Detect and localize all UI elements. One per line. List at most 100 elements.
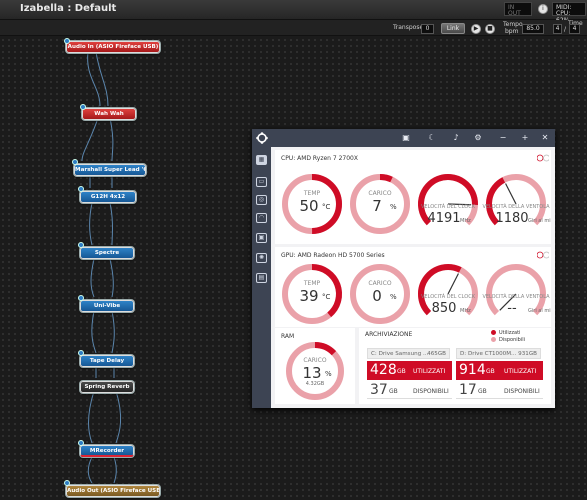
tempo-field[interactable]: 85.0 bbox=[522, 24, 544, 34]
node-pin[interactable] bbox=[72, 159, 78, 165]
drive-used: 914 GB UTILIZZATI bbox=[456, 361, 543, 380]
sidebar-speedometer-icon[interactable]: ◠ bbox=[256, 213, 267, 223]
dial-track bbox=[486, 264, 546, 316]
legend-used: Utilizzati bbox=[491, 330, 520, 336]
wire bbox=[115, 390, 122, 444]
dial-unit: MHz bbox=[460, 218, 471, 224]
wires bbox=[81, 51, 122, 484]
time-denominator[interactable]: 4 bbox=[569, 24, 580, 34]
cpu-info-icons bbox=[537, 154, 549, 162]
node-pin[interactable] bbox=[78, 242, 84, 248]
node-g12h-4x12[interactable]: G12H 4x12 bbox=[80, 191, 136, 203]
dial-fill bbox=[418, 264, 462, 316]
dial-fill bbox=[418, 174, 478, 226]
camera-icon[interactable]: ▣ bbox=[402, 133, 410, 142]
node-spring-reverb[interactable]: Spring Reverb bbox=[80, 381, 134, 393]
node-uni-vibe[interactable]: Uni-Vibe bbox=[80, 300, 134, 312]
dial-label: VELOCITÀ DEL CLOCK bbox=[421, 203, 476, 210]
close-icon[interactable]: ✕ bbox=[541, 133, 549, 142]
stop-icon[interactable]: ■ bbox=[485, 24, 495, 34]
bpm-label: bpm bbox=[505, 28, 519, 35]
wire bbox=[90, 258, 95, 298]
node-mrecorder[interactable]: MRecorder bbox=[80, 445, 134, 457]
dial-unit: Giri al minuto bbox=[528, 308, 551, 314]
dial-value: 4191 bbox=[427, 211, 460, 226]
gauge-label: TEMP bbox=[303, 280, 321, 287]
window-title: Izabella : Default bbox=[20, 3, 117, 14]
wire bbox=[87, 51, 101, 107]
node-pin[interactable] bbox=[78, 186, 84, 192]
dial-needle bbox=[447, 273, 459, 295]
drive-d: D: Drive CT1000M... 931GB 914 GB UTILIZZA… bbox=[454, 348, 545, 404]
toolbar: Transpose 0 Link ▶ ■ Tempo bpm 85.0 Time… bbox=[0, 20, 587, 36]
gauge-value: 0 bbox=[372, 287, 382, 305]
dial-needle bbox=[505, 183, 517, 205]
time-separator: / bbox=[564, 26, 567, 33]
sidebar-monitor-icon[interactable]: ▭ bbox=[256, 177, 267, 187]
gauge-value: 39 bbox=[299, 287, 318, 305]
minimize-icon[interactable]: − bbox=[499, 133, 507, 142]
dial-fill bbox=[486, 177, 506, 226]
maximize-icon[interactable]: + bbox=[521, 133, 529, 142]
time-label: Time bbox=[568, 20, 583, 27]
gauge-label: CARICO bbox=[368, 280, 391, 287]
moon-icon[interactable]: ☾ bbox=[428, 133, 436, 142]
gauge-value: 50 bbox=[299, 197, 318, 215]
node-spectre[interactable]: Spectre bbox=[80, 247, 134, 259]
gauge-unit: % bbox=[390, 293, 397, 301]
node-pin[interactable] bbox=[80, 104, 86, 110]
wire bbox=[89, 202, 93, 246]
wire bbox=[81, 117, 99, 162]
dial-needle bbox=[447, 203, 472, 206]
transpose-field[interactable]: 0 bbox=[421, 24, 434, 34]
transpose-label: Transpose bbox=[393, 24, 424, 31]
node-tape-delay[interactable]: Tape Delay bbox=[80, 355, 134, 367]
gauge-unit: °C bbox=[322, 293, 331, 301]
sidebar-gamepad-icon[interactable]: ◎ bbox=[256, 195, 267, 205]
gauge-fill bbox=[311, 174, 343, 234]
dial-label: VELOCITÀ DELLA VENTOLA bbox=[482, 203, 550, 210]
play-icon[interactable]: ▶ bbox=[471, 24, 481, 34]
app-logo-icon bbox=[256, 132, 268, 144]
gauge-sub: 4.32GB bbox=[306, 381, 325, 387]
node-pin[interactable] bbox=[78, 295, 84, 301]
node-wah-wah[interactable]: Wah Wah bbox=[82, 108, 136, 120]
midi-label: MIDI: bbox=[556, 4, 572, 11]
sidebar-chip-icon[interactable]: ▣ bbox=[256, 233, 267, 243]
drive-free: 37 GB DISPONIBILI bbox=[367, 381, 452, 399]
midi-io-indicator: IN OUT bbox=[504, 2, 532, 17]
sidebar-device-icon[interactable]: ▤ bbox=[256, 273, 267, 283]
gauge-label: TEMP bbox=[303, 190, 321, 197]
node-pin[interactable] bbox=[64, 480, 70, 486]
cpu-title: CPU: AMD Ryzen 7 2700X bbox=[281, 155, 358, 162]
in-label: IN bbox=[508, 4, 515, 11]
link-button[interactable]: Link bbox=[441, 23, 465, 34]
node-pin[interactable] bbox=[78, 350, 84, 356]
gpu-panel: GPU: AMD Radeon HD 5700 Series TEMP 39 °C C… bbox=[275, 247, 551, 327]
gauge-track bbox=[350, 264, 410, 324]
time-numerator[interactable]: 4 bbox=[553, 24, 562, 34]
dial-value: 1180 bbox=[495, 211, 528, 226]
gpu-info-icons bbox=[537, 251, 549, 259]
gauge-label: CARICO bbox=[303, 357, 326, 364]
info-icon[interactable]: i bbox=[538, 4, 548, 14]
monitor-window: ▣ ☾ ♪ ⚙ − + ✕ ▦ ▭ ◎ ◠ ▣ ✺ ▤ CPU: AMD Ryz… bbox=[252, 129, 555, 408]
dial-needle bbox=[499, 293, 517, 311]
node-marshall-super-lead[interactable]: Marshall Super Lead '68 bbox=[74, 164, 146, 176]
node-pin[interactable] bbox=[78, 440, 84, 446]
sidebar-dashboard-icon[interactable]: ▦ bbox=[256, 155, 267, 165]
drive-c: C: Drive Samsung ... 465GB 428 GB UTILIZZ… bbox=[363, 348, 454, 404]
node-pin[interactable] bbox=[64, 38, 70, 44]
dial-value: 850 bbox=[432, 301, 457, 316]
node-audio-in[interactable]: Audio In (ASIO Fireface USB) bbox=[66, 41, 160, 53]
gauge-fill bbox=[379, 174, 393, 183]
monitor-sidebar: ▦ ▭ ◎ ◠ ▣ ✺ ▤ bbox=[252, 147, 271, 408]
sidebar-brightness-icon[interactable]: ✺ bbox=[256, 253, 267, 263]
bell-icon[interactable]: ♪ bbox=[453, 133, 459, 142]
node-audio-out[interactable]: Audio Out (ASIO Fireface USB) bbox=[66, 485, 160, 497]
gauge-unit: % bbox=[390, 203, 397, 211]
gauge-label: CARICO bbox=[368, 190, 391, 197]
gear-icon[interactable]: ⚙ bbox=[474, 133, 482, 142]
